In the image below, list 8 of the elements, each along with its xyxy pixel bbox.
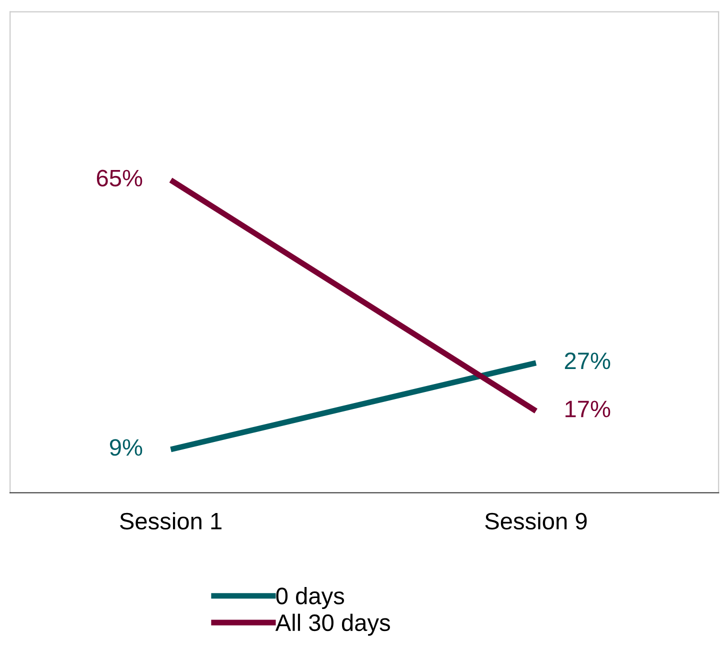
legend-label: 0 days — [276, 587, 344, 610]
data-label: 27% — [564, 352, 610, 370]
x-tick-label: Session 1 — [120, 512, 222, 530]
legend-label: All 30 days — [275, 614, 390, 636]
x-tick-label: Session 9 — [485, 512, 587, 530]
data-label: 9% — [110, 439, 142, 456]
data-label: 17% — [566, 400, 610, 418]
data-label: 65% — [96, 170, 142, 186]
